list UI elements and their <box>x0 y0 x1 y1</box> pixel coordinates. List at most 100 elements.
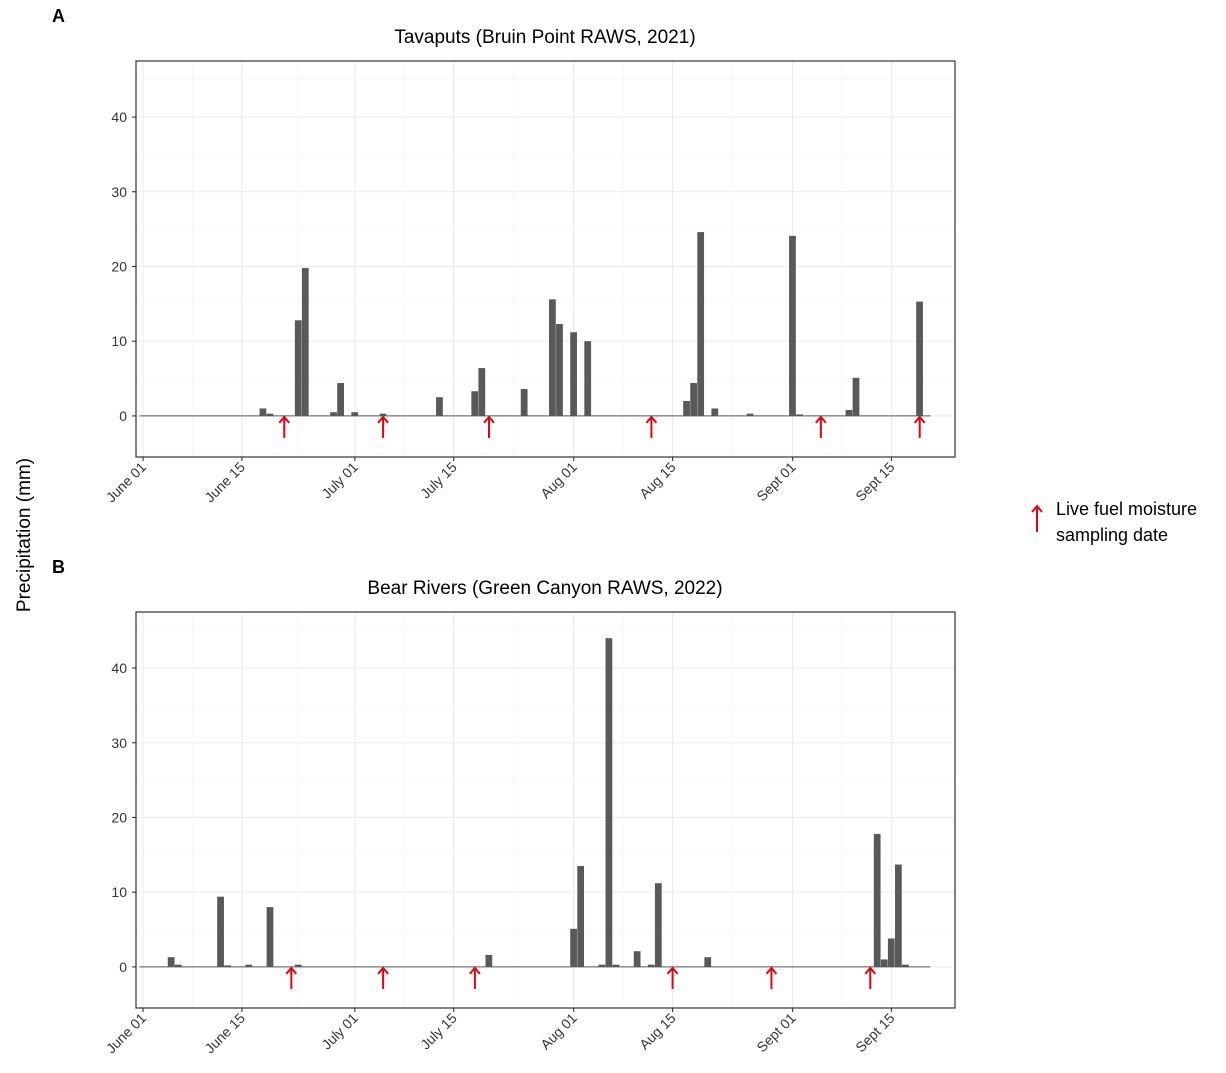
sampling-date-arrow-icon <box>666 966 679 989</box>
x-tick-label: June 15 <box>201 1010 248 1057</box>
sampling-date-arrow-icon <box>377 415 389 438</box>
precip-bar <box>174 964 182 967</box>
sampling-date-arrow-icon <box>278 415 291 438</box>
sampling-date-arrow-icon <box>483 415 495 438</box>
x-tick-label: July 01 <box>318 459 361 502</box>
precip-bar <box>654 883 662 967</box>
y-tick-label: 40 <box>111 660 127 676</box>
precip-bar <box>224 965 232 967</box>
precip-bar <box>647 964 655 967</box>
precip-bar <box>259 408 267 416</box>
sampling-date-arrow-icon <box>815 415 827 438</box>
precip-bar <box>690 383 697 416</box>
y-tick-label: 30 <box>111 735 127 751</box>
sampling-date-arrow-icon <box>377 966 389 989</box>
sampling-date-arrow-icon <box>913 415 926 438</box>
x-tick-label: Aug 15 <box>636 1010 679 1053</box>
panel-a-border <box>135 60 956 458</box>
y-tick-label: 20 <box>111 258 127 274</box>
precip-bar <box>266 413 274 416</box>
precip-bar <box>887 938 895 967</box>
panel-tag-b: B <box>52 557 65 577</box>
y-tick-label: 10 <box>111 884 127 900</box>
panel-a-gridlines <box>136 61 955 457</box>
precip-bar <box>570 332 577 416</box>
x-tick-label: Sept 01 <box>753 459 799 505</box>
precip-bar <box>485 954 493 967</box>
x-tick-label: July 01 <box>318 1010 361 1053</box>
panel-a-bars <box>259 232 923 416</box>
panel-b-x-ticks: June 01 June 15 July 01 July 15 Aug 01 Aug 15… <box>103 1008 898 1056</box>
panel-b-border <box>135 611 956 1009</box>
y-tick-label: 10 <box>111 333 127 349</box>
precip-bar <box>217 896 224 967</box>
precip-bar <box>852 377 860 416</box>
panel-a-y-ticks: 0 10 20 30 40 <box>111 109 136 424</box>
sampling-date-arrow-icon <box>285 966 298 989</box>
precip-bar <box>633 951 641 967</box>
x-tick-label: July 15 <box>417 1010 460 1053</box>
panel-b-title: Bear Rivers (Green Canyon RAWS, 2022) <box>367 578 722 599</box>
precip-bar <box>796 414 803 416</box>
precip-bar <box>845 409 853 416</box>
precip-bar <box>711 408 719 416</box>
precip-bar <box>478 368 486 416</box>
precip-bar <box>379 413 387 416</box>
precip-bar <box>894 864 902 967</box>
precip-bar <box>746 413 754 416</box>
sampling-date-arrow-icon <box>645 415 658 438</box>
precip-bar <box>697 232 705 416</box>
legend-arrow-shape <box>1031 504 1043 532</box>
precip-bar <box>577 866 585 967</box>
panel-tag-a: A <box>52 6 65 26</box>
x-tick-label: June 01 <box>103 1010 150 1057</box>
legend: Live fuel moisture sampling date <box>1031 499 1197 545</box>
precip-bar <box>880 959 888 967</box>
precip-bar <box>351 412 359 416</box>
x-tick-label: July 15 <box>417 459 460 502</box>
precip-bar <box>436 397 443 416</box>
panel-b-y-ticks: 0 10 20 30 40 <box>111 660 136 975</box>
panel-b-gridlines <box>136 612 955 1008</box>
sampling-date-arrow-icon <box>469 966 481 989</box>
precip-bar <box>598 964 606 967</box>
precip-bar <box>301 267 309 416</box>
x-tick-label: Sept 15 <box>852 1010 898 1056</box>
legend-arrow-icon <box>1031 504 1043 532</box>
panel-a: A Tavaputs (Bruin Point RAWS, 2021) 0 10 2… <box>52 6 956 506</box>
panel-b-bars <box>167 638 909 967</box>
precip-bar <box>789 235 796 416</box>
y-tick-label: 0 <box>119 959 127 975</box>
y-tick-label: 30 <box>111 184 127 200</box>
precip-bar <box>549 299 556 416</box>
x-tick-label: Aug 15 <box>636 459 679 502</box>
y-tick-label: 0 <box>119 408 127 424</box>
precip-bar <box>902 964 909 967</box>
precip-bar <box>916 301 923 416</box>
precip-bar <box>612 964 620 967</box>
x-tick-label: Sept 01 <box>753 1010 799 1056</box>
panel-b-sampling-markers <box>285 966 877 989</box>
precip-bar <box>584 341 592 416</box>
precip-bar <box>556 324 563 416</box>
precip-bar <box>266 907 274 967</box>
precip-bar <box>245 964 253 967</box>
precip-bar <box>683 400 690 416</box>
precip-bar <box>294 964 302 967</box>
legend-label-line-1: Live fuel moisture <box>1056 499 1197 519</box>
precip-bar <box>471 391 479 416</box>
precip-bar <box>167 957 175 967</box>
precip-bar <box>294 320 302 416</box>
legend-label-line-2: sampling date <box>1056 525 1168 545</box>
x-tick-label: Aug 01 <box>537 1010 580 1053</box>
x-tick-label: June 01 <box>103 459 150 506</box>
x-tick-label: June 15 <box>201 459 248 506</box>
x-tick-label: Sept 15 <box>852 459 898 505</box>
y-tick-label: 20 <box>111 809 127 825</box>
precip-bar <box>337 383 344 416</box>
precip-bar <box>704 957 712 967</box>
precip-bar <box>570 928 577 967</box>
panel-a-title: Tavaputs (Bruin Point RAWS, 2021) <box>394 27 695 48</box>
precip-bar <box>330 412 337 416</box>
precip-bar <box>605 638 613 967</box>
